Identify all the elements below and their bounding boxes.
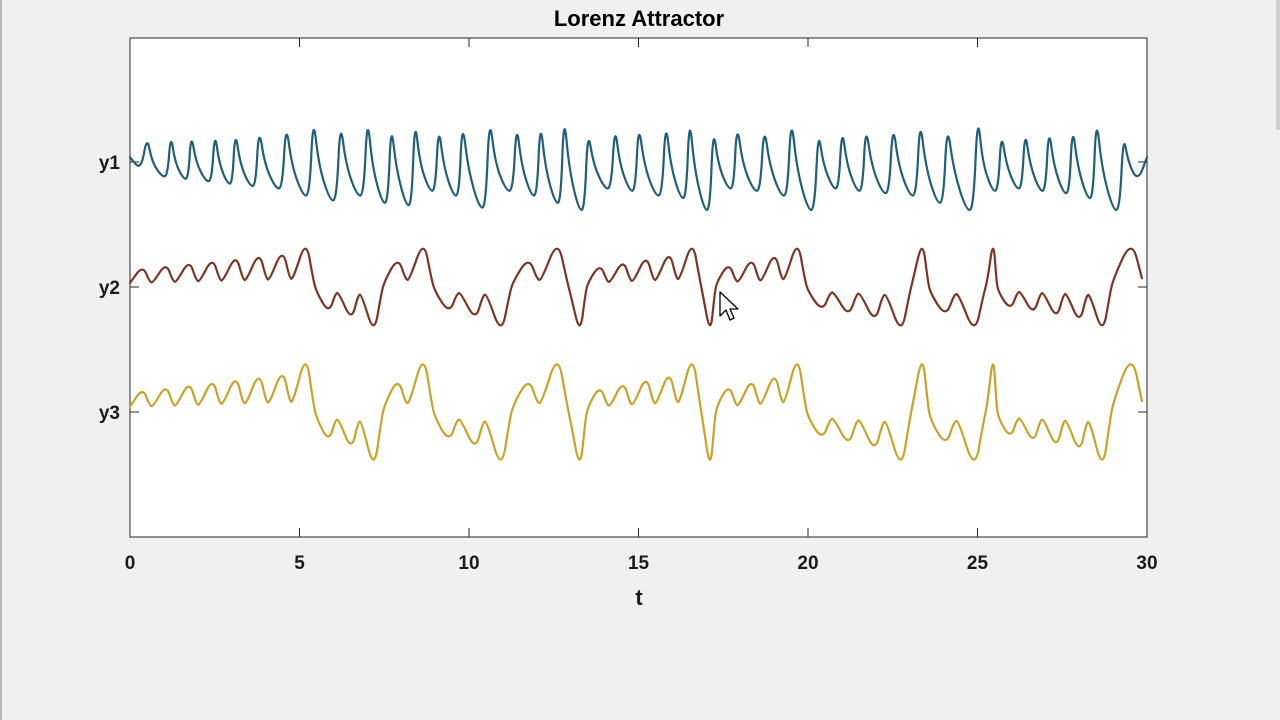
series-line-y2 (128, 247, 1143, 327)
x-tick-label: 15 (628, 553, 650, 574)
x-axis-ticks: 0 5 10 15 20 25 30 (125, 38, 1158, 574)
x-tick-label: 0 (125, 553, 136, 574)
x-tick-label: 25 (967, 553, 989, 574)
x-tick-label: 30 (1136, 553, 1157, 574)
x-tick-label: 5 (294, 553, 305, 574)
x-tick-label: 10 (458, 553, 479, 574)
plot-area: 0 5 10 15 20 25 30 y1 y2 y3 (99, 37, 1158, 574)
y-tick-label-y2: y2 (99, 278, 120, 299)
window-left-edge (0, 0, 2, 720)
y-tick-label-y1: y1 (99, 153, 121, 174)
series-line-y1 (128, 127, 1149, 212)
y-tick-label-y3: y3 (99, 403, 120, 424)
series-lines (128, 127, 1149, 461)
x-tick-label: 20 (797, 553, 818, 574)
chart-title: Lorenz Attractor (554, 6, 725, 31)
axes-background (129, 37, 1148, 538)
x-axis-label: t (635, 585, 643, 610)
mouse-cursor-icon (719, 291, 739, 321)
y-axis-ticks: y1 y2 y3 (99, 153, 1147, 424)
window-right-edge (1276, 0, 1280, 130)
series-line-y3 (128, 363, 1143, 461)
